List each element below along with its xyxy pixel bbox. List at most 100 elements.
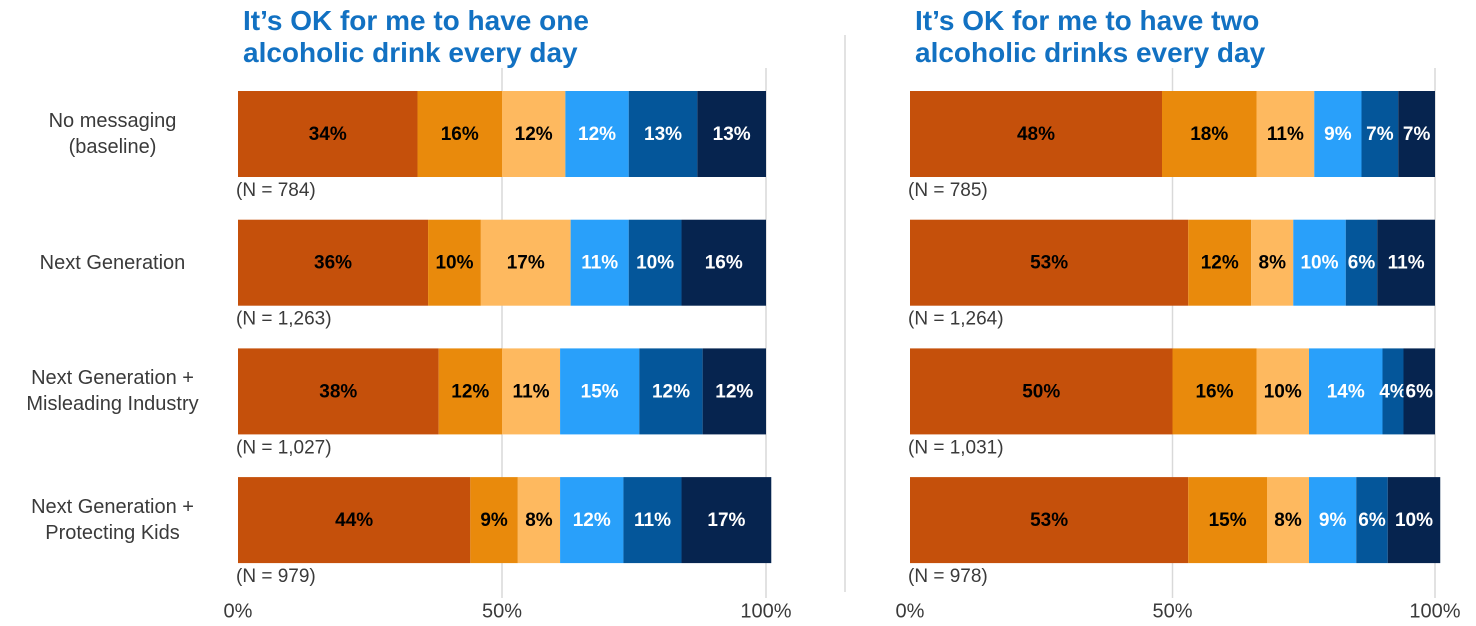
- value-label: 9%: [1319, 510, 1347, 531]
- bar-segment: [639, 348, 703, 435]
- value-label: 10%: [1264, 381, 1302, 402]
- sample-size: (N = 1,264): [908, 309, 1004, 330]
- bar-segment: [560, 477, 624, 564]
- category-label: No messaging (baseline): [48, 110, 177, 158]
- value-label: 10%: [636, 253, 674, 274]
- bar-segment: [480, 219, 571, 306]
- bar-segment: [681, 219, 766, 306]
- value-label: 10%: [435, 253, 473, 274]
- sample-size: (N = 1,027): [236, 437, 332, 458]
- x-tick-label: 0%: [896, 600, 925, 622]
- bar-segment: [428, 219, 481, 306]
- x-tick-label: 0%: [224, 600, 253, 622]
- x-tick-label: 50%: [482, 600, 522, 622]
- value-label: 11%: [513, 381, 550, 402]
- bar-segment: [1403, 348, 1435, 435]
- value-label: 12%: [715, 381, 753, 402]
- value-label: 9%: [480, 510, 508, 531]
- bar-segment: [1256, 348, 1309, 435]
- value-label: 12%: [451, 381, 489, 402]
- sample-size: (N = 1,031): [908, 437, 1004, 458]
- value-label: 6%: [1348, 253, 1376, 274]
- bar-segment: [910, 219, 1189, 306]
- bar-segment: [238, 477, 471, 564]
- value-label: 14%: [1327, 381, 1365, 402]
- x-tick-label: 100%: [1409, 600, 1460, 622]
- bar-segment: [565, 91, 629, 177]
- value-label: 11%: [581, 253, 618, 274]
- value-label: 17%: [707, 510, 745, 531]
- sample-size: (N = 785): [908, 180, 988, 201]
- value-label: 11%: [634, 510, 671, 531]
- bar-segment: [1188, 477, 1267, 564]
- value-label: 34%: [309, 124, 347, 145]
- bar-segment: [910, 348, 1173, 435]
- bar-segment: [910, 477, 1189, 564]
- value-label: 8%: [1259, 253, 1287, 274]
- value-label: 8%: [525, 510, 553, 531]
- bar-segment: [1356, 477, 1388, 564]
- bar-segment: [1267, 477, 1309, 564]
- value-label: 4%: [1379, 381, 1407, 402]
- bar-segment: [628, 91, 698, 177]
- bar-segment: [1162, 91, 1257, 177]
- value-label: 13%: [713, 124, 751, 145]
- value-label: 44%: [335, 510, 373, 531]
- value-label: 8%: [1274, 510, 1302, 531]
- value-label: 6%: [1358, 510, 1386, 531]
- bar-segment: [1382, 348, 1404, 435]
- value-label: 7%: [1366, 124, 1394, 145]
- value-label: 10%: [1300, 253, 1338, 274]
- value-label: 7%: [1403, 124, 1431, 145]
- bar-segment: [238, 348, 439, 435]
- bar-segment: [1293, 219, 1346, 306]
- bar-segment: [238, 91, 418, 177]
- value-label: 13%: [644, 124, 682, 145]
- sample-size: (N = 978): [908, 566, 988, 587]
- x-tick-label: 50%: [1152, 600, 1192, 622]
- value-label: 17%: [507, 253, 545, 274]
- bar-segment: [1398, 91, 1435, 177]
- sample-size: (N = 979): [236, 566, 316, 587]
- value-label: 48%: [1017, 124, 1055, 145]
- x-tick-label: 100%: [740, 600, 791, 622]
- bar-segment: [1172, 348, 1257, 435]
- bar-segment: [570, 219, 629, 306]
- bar-segment: [1387, 477, 1441, 564]
- value-label: 38%: [319, 381, 357, 402]
- bar-segment: [697, 91, 766, 177]
- sample-size: (N = 1,263): [236, 309, 332, 330]
- bar-segment: [438, 348, 502, 435]
- bar-segment: [910, 91, 1162, 177]
- bar-segment: [702, 348, 766, 435]
- bar-segment: [470, 477, 518, 564]
- value-label: 53%: [1030, 510, 1068, 531]
- bar-segment: [623, 477, 682, 564]
- value-label: 12%: [652, 381, 690, 402]
- value-label: 6%: [1406, 381, 1434, 402]
- chart-title: It’s OK for me to have one alcoholic dri…: [243, 5, 589, 68]
- bar-segment: [1251, 219, 1294, 306]
- value-label: 15%: [581, 381, 619, 402]
- value-label: 18%: [1190, 124, 1228, 145]
- bar-segment: [1361, 91, 1399, 177]
- value-label: 16%: [441, 124, 479, 145]
- value-label: 12%: [573, 510, 611, 531]
- bar-segment: [417, 91, 502, 177]
- category-label: Next Generation + Protecting Kids: [31, 496, 194, 545]
- value-label: 11%: [1267, 124, 1304, 145]
- chart-title: It’s OK for me to have two alcoholic dri…: [915, 5, 1266, 68]
- bar-segment: [502, 91, 566, 177]
- value-label: 36%: [314, 253, 352, 274]
- bar-segment: [1256, 91, 1315, 177]
- value-label: 53%: [1030, 253, 1068, 274]
- bar-segment: [681, 477, 772, 564]
- value-label: 50%: [1022, 381, 1060, 402]
- value-label: 12%: [1201, 253, 1239, 274]
- bar-segment: [1314, 91, 1362, 177]
- bar-segment: [517, 477, 561, 564]
- value-label: 11%: [1388, 253, 1425, 274]
- bar-segment: [1377, 219, 1435, 306]
- category-label: Next Generation: [39, 251, 186, 274]
